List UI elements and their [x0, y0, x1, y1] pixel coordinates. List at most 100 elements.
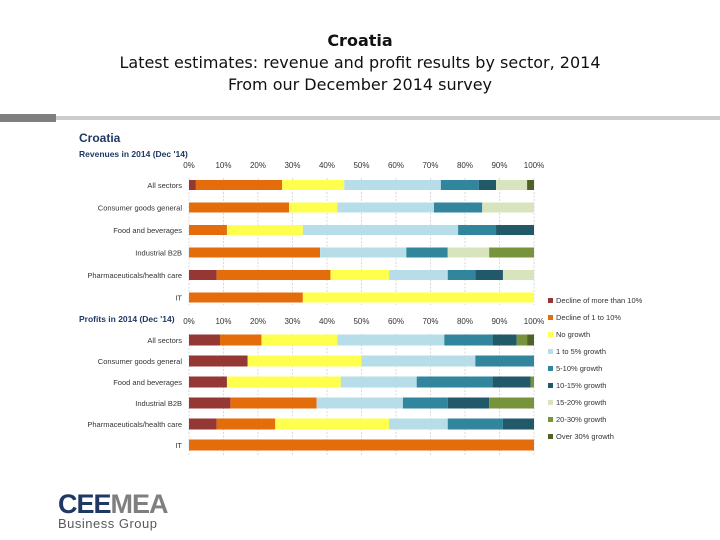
bar-segment [189, 418, 217, 430]
legend-label: Over 30% growth [556, 432, 614, 441]
legend-swatch [548, 298, 553, 303]
bar-segment [447, 270, 476, 280]
legend-swatch [548, 332, 553, 337]
legend-swatch [548, 383, 553, 388]
bar-segment [247, 355, 362, 367]
legend-swatch [548, 400, 553, 405]
bar-segment [492, 376, 531, 388]
bar-segment [444, 334, 493, 346]
x-tick-label: 70% [422, 317, 438, 326]
legend-label: No growth [556, 330, 590, 339]
bar-segment [482, 202, 534, 213]
bar-segment [527, 334, 534, 346]
category-label: Industrial B2B [135, 399, 182, 408]
legend-swatch [548, 349, 553, 354]
x-tick-label: 30% [284, 317, 300, 326]
category-label: Consumer goods general [98, 204, 183, 213]
category-label: Pharmaceuticals/health care [87, 271, 182, 280]
panel-title: Profits in 2014 (Dec '14) [79, 314, 175, 324]
legend-label: Decline of 1 to 10% [556, 313, 621, 322]
bar-segment [344, 180, 441, 190]
bar-segment [282, 180, 345, 190]
logo-text-cee: CEE [58, 489, 112, 519]
bar-segment [447, 247, 490, 258]
bar-segment [320, 247, 407, 258]
panel-title: Revenues in 2014 (Dec '14) [79, 149, 188, 159]
legend-label: Decline of more than 10% [556, 296, 643, 305]
slide-subtitle: Latest estimates: revenue and profit res… [119, 53, 601, 72]
x-tick-label: 40% [319, 317, 335, 326]
header-rule-light [56, 116, 720, 120]
bar-segment [220, 334, 262, 346]
bar-segment [516, 334, 528, 346]
bar-segment [189, 202, 290, 213]
category-label: Food and beverages [113, 378, 182, 387]
bar-segment [189, 270, 217, 280]
category-label: All sectors [147, 336, 182, 345]
header-rule-dark [0, 114, 56, 122]
bar-segment [189, 376, 227, 388]
x-tick-label: 80% [457, 161, 473, 170]
bar-segment [226, 376, 341, 388]
x-tick-label: 60% [388, 161, 404, 170]
bar-segment [289, 202, 338, 213]
bar-segment [406, 247, 448, 258]
bar-segment [502, 418, 534, 430]
bar-segment [226, 225, 303, 235]
logo-text-mea: MEA [110, 489, 169, 519]
category-label: IT [175, 441, 182, 450]
legend-swatch [548, 315, 553, 320]
legend-label: 10-15% growth [556, 381, 606, 390]
x-tick-label: 10% [215, 317, 231, 326]
x-tick-label: 20% [250, 317, 266, 326]
category-label: Industrial B2B [135, 249, 182, 258]
bar-segment [189, 397, 231, 409]
bar-segment [337, 202, 434, 213]
bar-segment [402, 397, 448, 409]
legend-swatch [548, 366, 553, 371]
bar-segment [489, 397, 534, 409]
category-label: Food and beverages [113, 226, 182, 235]
x-tick-label: 30% [284, 161, 300, 170]
bar-segment [216, 270, 331, 280]
legend-label: 1 to 5% growth [556, 347, 606, 356]
bar-segment [275, 418, 390, 430]
bar-segment [489, 247, 534, 258]
bar-segment [496, 180, 528, 190]
slide-title: Croatia [327, 31, 393, 50]
bar-segment [496, 225, 534, 235]
bar-segment [433, 202, 483, 213]
bar-segment [189, 439, 534, 451]
bar-segment [337, 334, 445, 346]
legend-label: 20-30% growth [556, 415, 606, 424]
bar-segment [340, 376, 417, 388]
chart-title: Croatia [79, 131, 121, 145]
legend-label: 15-20% growth [556, 398, 606, 407]
x-tick-label: 60% [388, 317, 404, 326]
x-tick-label: 50% [353, 161, 369, 170]
bar-segment [302, 225, 459, 235]
category-label: All sectors [147, 181, 182, 190]
x-tick-label: 100% [524, 161, 544, 170]
bar-segment [189, 355, 248, 367]
bar-segment [195, 180, 283, 190]
bar-segment [189, 247, 321, 258]
bar-segment [261, 334, 338, 346]
bar-segment [302, 292, 534, 303]
bar-segment [189, 292, 303, 303]
bar-segment [478, 180, 497, 190]
bar-segment [189, 225, 227, 235]
bar-segment [530, 376, 534, 388]
category-label: Consumer goods general [98, 357, 183, 366]
bar-segment [475, 270, 503, 280]
x-tick-label: 0% [183, 317, 195, 326]
bar-segment [440, 180, 479, 190]
slide-subtitle-survey: From our December 2014 survey [227, 75, 492, 94]
bar-segment [447, 397, 490, 409]
legend-swatch [548, 434, 553, 439]
bar-segment [330, 270, 390, 280]
bar-segment [230, 397, 317, 409]
bar-segment [189, 334, 221, 346]
bar-segment [389, 418, 448, 430]
